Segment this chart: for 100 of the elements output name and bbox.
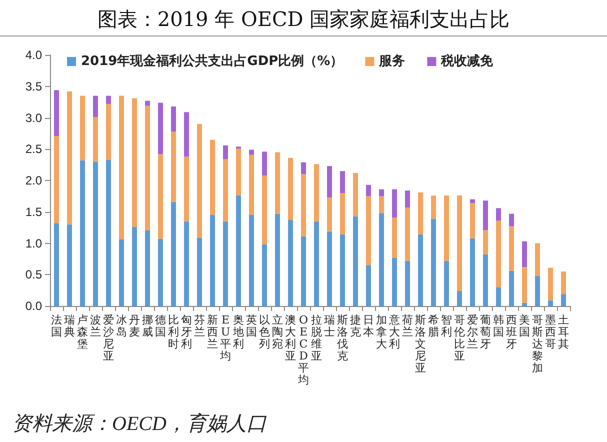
x-tick-label: 美国	[519, 314, 530, 338]
x-tick-label: 希腊	[428, 314, 439, 338]
bar	[275, 214, 280, 306]
bar	[392, 218, 397, 258]
bar	[457, 290, 462, 306]
y-tick-label: 3.0	[25, 110, 42, 125]
bar	[197, 238, 202, 306]
text: 资料来源：OECD，育娲人口	[12, 412, 268, 435]
bar	[197, 124, 202, 238]
bar	[392, 189, 397, 218]
bar	[535, 243, 540, 276]
bar	[80, 160, 85, 306]
bar	[457, 196, 462, 291]
x-tick-label: 爱沙尼亚	[103, 314, 114, 362]
x-tick-label: 葡萄牙	[480, 314, 491, 350]
x-tick-label: 韩国	[493, 314, 504, 338]
bar	[236, 148, 241, 196]
x-tick-label: 荷兰	[402, 314, 413, 338]
bar	[483, 200, 488, 230]
bar	[431, 218, 436, 306]
x-tick-label: 土耳其	[558, 314, 569, 350]
x-tick-label: 西班牙	[506, 314, 517, 350]
bar	[288, 220, 293, 306]
bar	[223, 221, 228, 306]
bar	[366, 184, 371, 196]
chart-title: 图表：2019 年 OECD 国家家庭福利支出占比	[97, 7, 510, 31]
y-tick-label: 1.5	[25, 204, 42, 219]
bar	[301, 236, 306, 306]
y-tick-label: 2.5	[25, 142, 42, 156]
x-tick-label: 加拿大	[376, 314, 387, 350]
x-tick-label: 瑞士	[324, 314, 335, 338]
x-tick-label: 芬兰	[194, 314, 205, 338]
bar	[67, 224, 72, 306]
bar	[184, 156, 189, 222]
bar	[275, 152, 280, 214]
bar	[366, 196, 371, 266]
x-tick-label: 斯洛文尼亚	[415, 314, 426, 374]
bar	[184, 112, 189, 157]
bar	[145, 106, 150, 230]
bar	[483, 254, 488, 306]
bar	[405, 190, 410, 208]
bar	[379, 196, 384, 214]
bar	[119, 96, 124, 240]
bar	[509, 214, 514, 226]
x-tick-label: 智利	[441, 314, 452, 338]
bar	[496, 287, 501, 306]
x-tick-label: 卢森堡	[77, 314, 88, 350]
bar	[67, 91, 72, 224]
bar	[405, 260, 410, 306]
bar	[353, 216, 358, 306]
x-tick-label: 比利时	[168, 314, 179, 350]
bar	[470, 238, 475, 306]
x-tick-label: 斯洛伐克	[337, 314, 348, 362]
x-tick-label: 挪威	[142, 314, 153, 338]
x-tick-label: 捷克	[350, 314, 361, 338]
bar	[548, 300, 553, 306]
bar	[340, 171, 345, 194]
x-tick-label: 英国	[246, 314, 257, 338]
bar	[54, 90, 59, 136]
bar	[470, 203, 475, 238]
bar	[314, 221, 319, 306]
bar	[470, 199, 475, 204]
bar	[418, 192, 423, 234]
bar	[340, 193, 345, 234]
bar	[119, 239, 124, 306]
bar	[561, 271, 566, 294]
bar	[54, 136, 59, 224]
bar	[145, 230, 150, 306]
bar	[236, 196, 241, 306]
bar	[353, 172, 358, 216]
bar	[483, 230, 488, 255]
x-tick-label: 新西兰	[207, 314, 218, 350]
bar	[249, 154, 254, 216]
bar	[301, 174, 306, 236]
bar	[106, 160, 111, 306]
y-tick-label: 0.0	[25, 299, 42, 313]
bar	[132, 98, 137, 227]
bar	[340, 234, 345, 306]
bar	[223, 159, 228, 222]
bar	[171, 132, 176, 202]
bar	[561, 294, 566, 306]
x-tick-label: 爱尔兰	[467, 314, 478, 350]
x-tick-label: 丹麦	[129, 314, 140, 338]
bar	[392, 258, 397, 306]
bar	[431, 196, 436, 219]
legend-label: 2019年现金福利公共支出占GDP比例（%）	[81, 53, 344, 69]
bar	[158, 238, 163, 306]
x-tick-label: 以色列	[259, 314, 270, 350]
x-tick-label: 意大利	[388, 314, 400, 350]
x-tick-label: 波兰	[90, 314, 101, 338]
bar	[249, 150, 254, 155]
x-tick-label: 墨西哥	[545, 314, 556, 350]
bar	[145, 100, 150, 106]
bar	[548, 268, 553, 300]
bar	[106, 104, 111, 160]
x-tick-label: 日本	[363, 314, 374, 338]
bar	[327, 197, 332, 232]
bar	[93, 96, 98, 118]
bar	[314, 164, 319, 222]
x-tick-label: 冰岛	[116, 314, 127, 338]
